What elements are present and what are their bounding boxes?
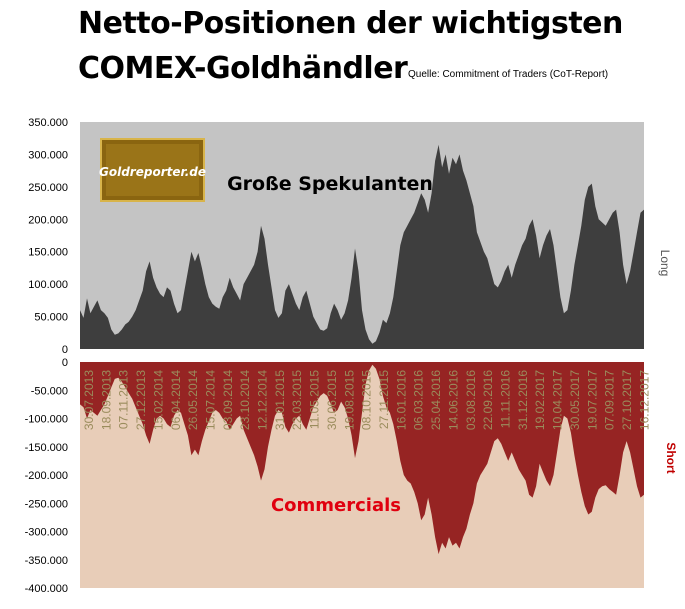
x-date-label-11: 31.01.2015 (273, 370, 287, 430)
x-axis-date-labels: 30.07.2013 18.09.2013 07.11.2013 27.12.2013… (82, 370, 651, 430)
x-date-label-28: 30.05.2017 (568, 370, 582, 430)
x-date-label-0: 30.07.2013 (82, 370, 96, 430)
long-y-tick-2: 100.000 (28, 279, 68, 291)
short-y-tick-0: 0 (62, 357, 68, 369)
short-y-tick-4: -200.000 (25, 470, 68, 482)
x-date-label-31: 27.10.2017 (620, 370, 634, 430)
long-y-tick-5: 250.000 (28, 182, 68, 194)
x-date-label-1: 18.09.2013 (99, 370, 113, 430)
x-date-label-26: 19.02.2017 (533, 370, 547, 430)
x-date-label-4: 15.02.2014 (151, 370, 165, 430)
x-date-label-3: 27.12.2013 (134, 370, 148, 430)
goldreporter-logo: Goldreporter.de (99, 138, 206, 202)
x-date-label-13: 11.05.2015 (308, 370, 322, 429)
chart-title-line1: Netto-Positionen der wichtigsten (78, 6, 623, 41)
short-y-tick-1: -50.000 (31, 385, 68, 397)
long-side-label: Long (658, 250, 672, 277)
long-y-tick-4: 200.000 (28, 214, 68, 226)
short-side-label: Short (664, 442, 678, 473)
short-y-tick-8: -400.000 (25, 583, 68, 595)
long-y-axis-ticks: 0 50.000 100.000 150.000 200.000 250.000 300.0… (28, 117, 68, 356)
short-annotation: Commercials (271, 495, 401, 516)
x-date-label-27: 10.04.2017 (551, 370, 565, 430)
short-y-tick-3: -150.000 (25, 442, 68, 454)
short-y-axis-ticks: 0 -50.000 -100.000 -150.000 -200.000 -250.000… (25, 357, 68, 595)
x-date-label-9: 23.10.2014 (238, 370, 252, 430)
short-area-series (80, 362, 644, 555)
x-date-label-19: 06.03.2016 (412, 370, 426, 430)
x-date-label-6: 26.05.2014 (186, 370, 200, 430)
x-date-label-7: 15.07.2014 (204, 370, 218, 430)
short-y-tick-5: -250.000 (25, 498, 68, 510)
x-date-label-24: 11.11.2016 (499, 370, 513, 429)
x-date-label-14: 30.06.2015 (325, 370, 339, 430)
x-date-label-32: 16.12.2017 (637, 370, 651, 430)
x-date-label-25: 31.12.2016 (516, 370, 530, 430)
long-area-series (80, 144, 644, 349)
long-y-tick-6: 300.000 (28, 149, 68, 161)
x-date-label-8: 03.09.2014 (221, 370, 235, 430)
logo-text: Goldreporter.de (99, 165, 206, 179)
long-y-tick-3: 150.000 (28, 247, 68, 259)
short-y-tick-7: -350.000 (25, 555, 68, 567)
source-note: Quelle: Commitment of Traders (CoT-Repor… (408, 69, 609, 80)
chart-title-line2: COMEX-Goldhändler (78, 51, 408, 86)
long-y-tick-0: 0 (62, 344, 68, 356)
x-date-label-20: 25.04.2016 (429, 370, 443, 430)
x-date-label-29: 19.07.2017 (585, 370, 599, 430)
x-date-label-21: 14.06.2016 (446, 370, 460, 430)
short-y-tick-6: -300.000 (25, 527, 68, 539)
x-date-label-18: 16.01.2016 (394, 370, 408, 430)
x-date-label-15: 19.08.2015 (342, 370, 356, 430)
x-date-label-2: 07.11.2013 (117, 370, 131, 429)
x-date-label-16: 08.10.2015 (360, 370, 374, 430)
short-y-tick-2: -100.000 (25, 414, 68, 426)
x-date-label-23: 22.09.2016 (481, 370, 495, 430)
x-date-label-30: 07.09.2017 (603, 370, 617, 430)
x-date-label-10: 12.12.2014 (256, 370, 270, 430)
x-date-label-5: 06.04.2014 (169, 370, 183, 430)
long-y-tick-7: 350.000 (28, 117, 68, 129)
x-date-label-17: 27.11.2015 (377, 370, 391, 429)
x-date-label-12: 22.03.2015 (290, 370, 304, 430)
long-annotation: Große Spekulanten (227, 173, 433, 195)
long-y-tick-1: 50.000 (34, 312, 68, 324)
x-date-label-22: 03.08.2016 (464, 370, 478, 430)
